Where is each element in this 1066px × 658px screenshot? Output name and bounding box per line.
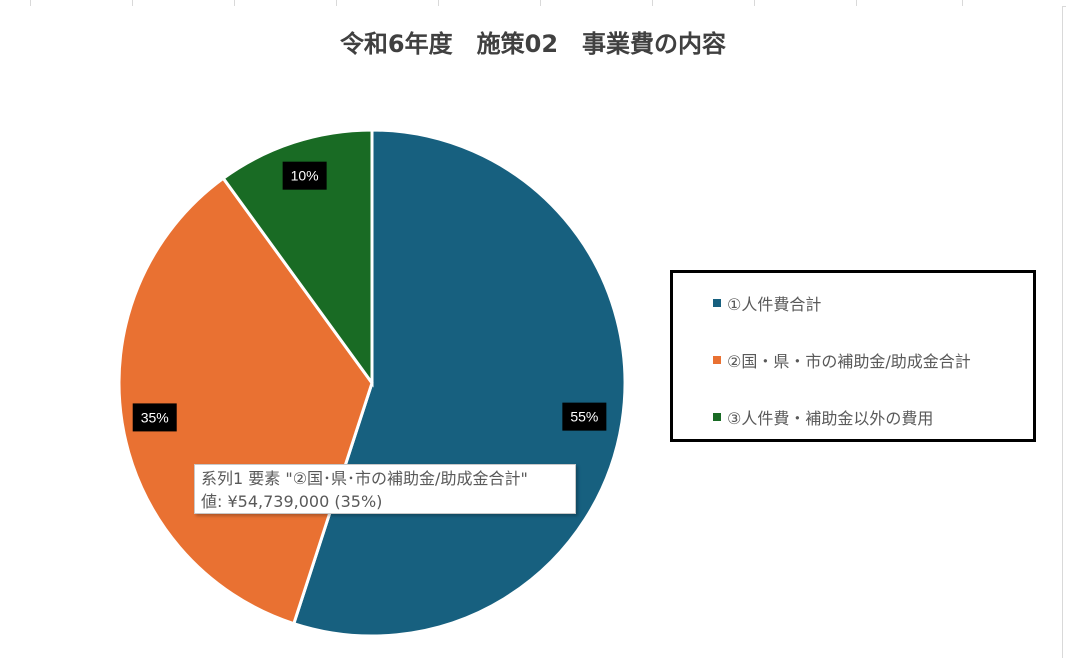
hover-tooltip: 系列1 要素 "②国･県･市の補助金/助成金合計" 値: ¥54,739,000… [194, 464, 576, 514]
legend-swatch [713, 413, 721, 421]
chart-legend[interactable]: ①人件費合計 ②国・県・市の補助金/助成金合計 ③人件費・補助金以外の費用 [670, 270, 1036, 442]
legend-item-2[interactable]: ②国・県・市の補助金/助成金合計 [713, 348, 971, 372]
data-label-2[interactable]: 35% [132, 403, 177, 432]
data-label-text: 10% [291, 168, 319, 184]
pie-slice-3[interactable] [221, 128, 374, 388]
legend-item-3[interactable]: ③人件費・補助金以外の費用 [713, 405, 933, 429]
chart-title[interactable]: 令和6年度 施策02 事業費の内容 [339, 30, 727, 58]
legend-swatch [713, 299, 721, 307]
legend-swatch [713, 356, 721, 364]
tooltip-value-line: 値: ¥54,739,000 (35%) [201, 492, 383, 511]
data-label-text: 35% [141, 409, 169, 425]
pie-slices [117, 128, 627, 638]
pie-data-labels: 55% 35% 10% [132, 161, 607, 432]
data-label-box [562, 402, 607, 431]
data-label-box [282, 161, 327, 190]
data-label-3[interactable]: 10% [282, 161, 327, 190]
tooltip-series-line: 系列1 要素 "②国･県･市の補助金/助成金合計" [201, 469, 528, 488]
data-label-text: 55% [570, 409, 598, 425]
legend-label: ①人件費合計 [727, 295, 822, 314]
legend-label: ②国・県・市の補助金/助成金合計 [727, 352, 971, 371]
legend-item-1[interactable]: ①人件費合計 [713, 291, 821, 315]
legend-label: ③人件費・補助金以外の費用 [727, 409, 934, 428]
data-label-box [132, 403, 177, 432]
data-label-1[interactable]: 55% [562, 402, 607, 431]
